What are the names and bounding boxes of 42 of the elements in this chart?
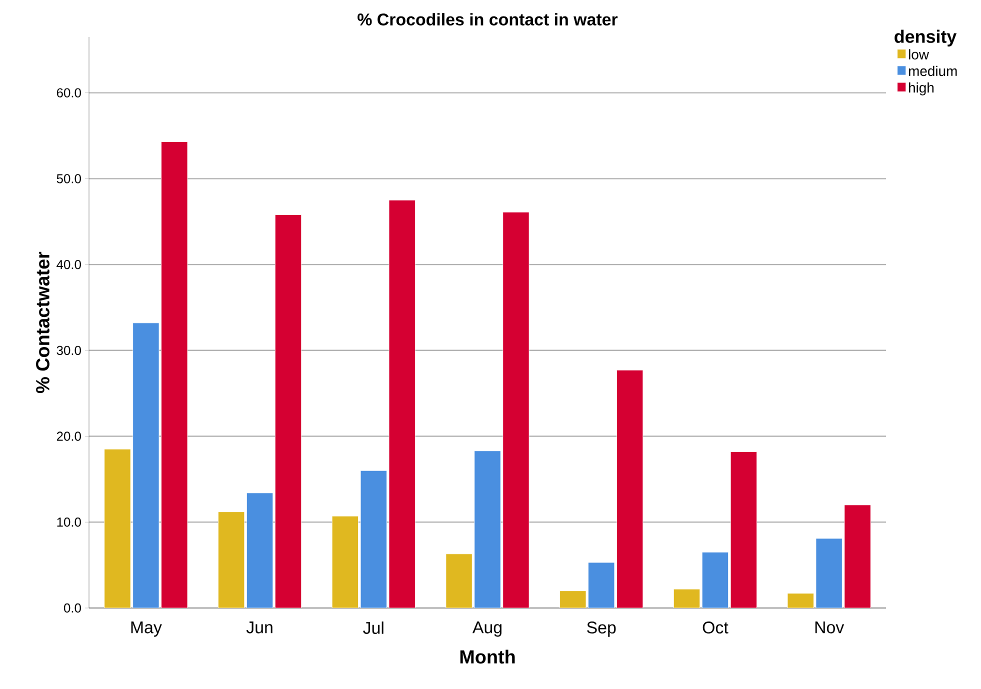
y-tick-label: 10.0 <box>57 518 81 527</box>
bar <box>730 452 757 608</box>
bar <box>360 470 387 608</box>
x-axis-title: Month <box>460 650 515 664</box>
bar <box>104 448 131 608</box>
bar <box>274 214 302 608</box>
bar <box>787 593 814 608</box>
bar <box>844 504 871 608</box>
bar <box>560 590 586 608</box>
y-tick-label: 50.0 <box>56 174 81 184</box>
y-tick-label: 30.0 <box>56 346 81 355</box>
bar <box>474 450 501 608</box>
bar <box>161 142 188 608</box>
bar <box>246 492 274 608</box>
bar <box>218 512 245 608</box>
x-tick-label: Oct <box>702 622 728 634</box>
bar <box>502 212 530 608</box>
x-tick-label: Sep <box>587 622 616 637</box>
legend-label: medium <box>908 66 957 76</box>
legend-label: high <box>909 82 934 96</box>
x-tick-label: Nov <box>815 622 844 634</box>
bar <box>388 200 416 608</box>
bar <box>616 370 644 608</box>
x-tick-label: Jun <box>246 622 272 634</box>
bar <box>332 516 358 608</box>
bar <box>588 562 615 608</box>
x-tick-label: Jul <box>363 622 384 634</box>
y-tick-label: 60.0 <box>56 88 81 98</box>
y-tick-label: 20.0 <box>56 432 81 441</box>
x-tick-label: May <box>131 622 162 637</box>
y-tick-label: 0.0 <box>64 603 81 613</box>
chart-title: % Crocodiles in contact in water <box>358 13 618 26</box>
y-tick-label: 40.0 <box>56 260 81 270</box>
y-axis-title: % Contactwater <box>36 252 50 394</box>
legend-label: low <box>908 49 930 60</box>
bar <box>816 538 842 608</box>
bar <box>132 322 160 608</box>
x-tick-label: Aug <box>472 622 502 637</box>
bar <box>673 588 700 608</box>
bar <box>702 552 729 608</box>
legend-title: density <box>894 30 957 46</box>
bar <box>446 554 472 608</box>
